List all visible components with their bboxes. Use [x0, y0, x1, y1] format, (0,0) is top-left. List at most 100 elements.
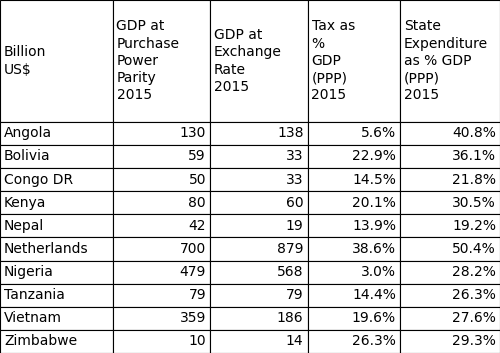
Bar: [210, 307, 308, 330]
Text: 33: 33: [286, 149, 304, 163]
Bar: [112, 0, 210, 122]
Text: 21.8%: 21.8%: [452, 173, 496, 187]
Text: Netherlands: Netherlands: [4, 242, 88, 256]
Text: 33: 33: [286, 173, 304, 187]
Bar: [210, 284, 308, 307]
Bar: [0, 330, 112, 353]
Bar: [0, 284, 112, 307]
Bar: [210, 261, 308, 284]
Text: 186: 186: [277, 311, 303, 325]
Text: 50: 50: [188, 173, 206, 187]
Bar: [112, 122, 210, 145]
Text: 13.9%: 13.9%: [352, 219, 396, 233]
Text: 79: 79: [286, 288, 304, 302]
Bar: [210, 122, 308, 145]
Bar: [400, 214, 500, 237]
Text: 700: 700: [180, 242, 206, 256]
Bar: [308, 237, 400, 261]
Text: 27.6%: 27.6%: [452, 311, 496, 325]
Bar: [308, 307, 400, 330]
Text: 359: 359: [180, 311, 206, 325]
Text: Zimbabwe: Zimbabwe: [4, 334, 77, 348]
Text: 10: 10: [188, 334, 206, 348]
Text: 50.4%: 50.4%: [452, 242, 496, 256]
Text: 138: 138: [277, 126, 303, 140]
Bar: [308, 168, 400, 191]
Bar: [112, 237, 210, 261]
Bar: [112, 168, 210, 191]
Bar: [0, 122, 112, 145]
Bar: [400, 307, 500, 330]
Bar: [0, 191, 112, 214]
Bar: [400, 191, 500, 214]
Text: 40.8%: 40.8%: [452, 126, 496, 140]
Bar: [210, 0, 308, 122]
Text: 26.3%: 26.3%: [452, 288, 496, 302]
Bar: [112, 284, 210, 307]
Text: 19.6%: 19.6%: [352, 311, 396, 325]
Bar: [112, 214, 210, 237]
Bar: [308, 122, 400, 145]
Text: Bolivia: Bolivia: [4, 149, 50, 163]
Text: Tanzania: Tanzania: [4, 288, 65, 302]
Bar: [210, 168, 308, 191]
Bar: [308, 145, 400, 168]
Text: 29.3%: 29.3%: [452, 334, 496, 348]
Text: 36.1%: 36.1%: [452, 149, 496, 163]
Text: 79: 79: [188, 288, 206, 302]
Text: Billion
US$: Billion US$: [4, 45, 46, 77]
Bar: [308, 0, 400, 122]
Text: Tax as
%
GDP
(PPP)
2015: Tax as % GDP (PPP) 2015: [312, 19, 355, 102]
Text: 14.5%: 14.5%: [352, 173, 396, 187]
Bar: [308, 191, 400, 214]
Text: Angola: Angola: [4, 126, 52, 140]
Text: 3.0%: 3.0%: [361, 265, 396, 279]
Bar: [210, 214, 308, 237]
Text: 20.1%: 20.1%: [352, 196, 396, 210]
Text: GDP at
Purchase
Power
Parity
2015: GDP at Purchase Power Parity 2015: [116, 19, 180, 102]
Bar: [0, 261, 112, 284]
Text: 568: 568: [277, 265, 303, 279]
Text: 60: 60: [286, 196, 304, 210]
Text: Vietnam: Vietnam: [4, 311, 62, 325]
Bar: [112, 191, 210, 214]
Text: 19.2%: 19.2%: [452, 219, 496, 233]
Bar: [308, 330, 400, 353]
Bar: [400, 168, 500, 191]
Text: 26.3%: 26.3%: [352, 334, 396, 348]
Bar: [210, 191, 308, 214]
Text: 14: 14: [286, 334, 304, 348]
Text: GDP at
Exchange
Rate
2015: GDP at Exchange Rate 2015: [214, 28, 282, 94]
Text: Nepal: Nepal: [4, 219, 44, 233]
Bar: [400, 237, 500, 261]
Text: 479: 479: [180, 265, 206, 279]
Text: 19: 19: [286, 219, 304, 233]
Bar: [112, 307, 210, 330]
Text: 28.2%: 28.2%: [452, 265, 496, 279]
Bar: [0, 307, 112, 330]
Bar: [400, 145, 500, 168]
Text: 59: 59: [188, 149, 206, 163]
Text: 22.9%: 22.9%: [352, 149, 396, 163]
Text: 80: 80: [188, 196, 206, 210]
Text: State
Expenditure
as % GDP
(PPP)
2015: State Expenditure as % GDP (PPP) 2015: [404, 19, 488, 102]
Bar: [0, 168, 112, 191]
Bar: [400, 122, 500, 145]
Text: 38.6%: 38.6%: [352, 242, 396, 256]
Text: 14.4%: 14.4%: [352, 288, 396, 302]
Text: 30.5%: 30.5%: [452, 196, 496, 210]
Bar: [112, 261, 210, 284]
Bar: [210, 237, 308, 261]
Bar: [308, 261, 400, 284]
Bar: [308, 284, 400, 307]
Text: 5.6%: 5.6%: [361, 126, 396, 140]
Bar: [400, 0, 500, 122]
Text: Nigeria: Nigeria: [4, 265, 54, 279]
Text: 130: 130: [180, 126, 206, 140]
Text: 42: 42: [188, 219, 206, 233]
Bar: [0, 237, 112, 261]
Bar: [210, 330, 308, 353]
Bar: [308, 214, 400, 237]
Bar: [400, 261, 500, 284]
Bar: [0, 145, 112, 168]
